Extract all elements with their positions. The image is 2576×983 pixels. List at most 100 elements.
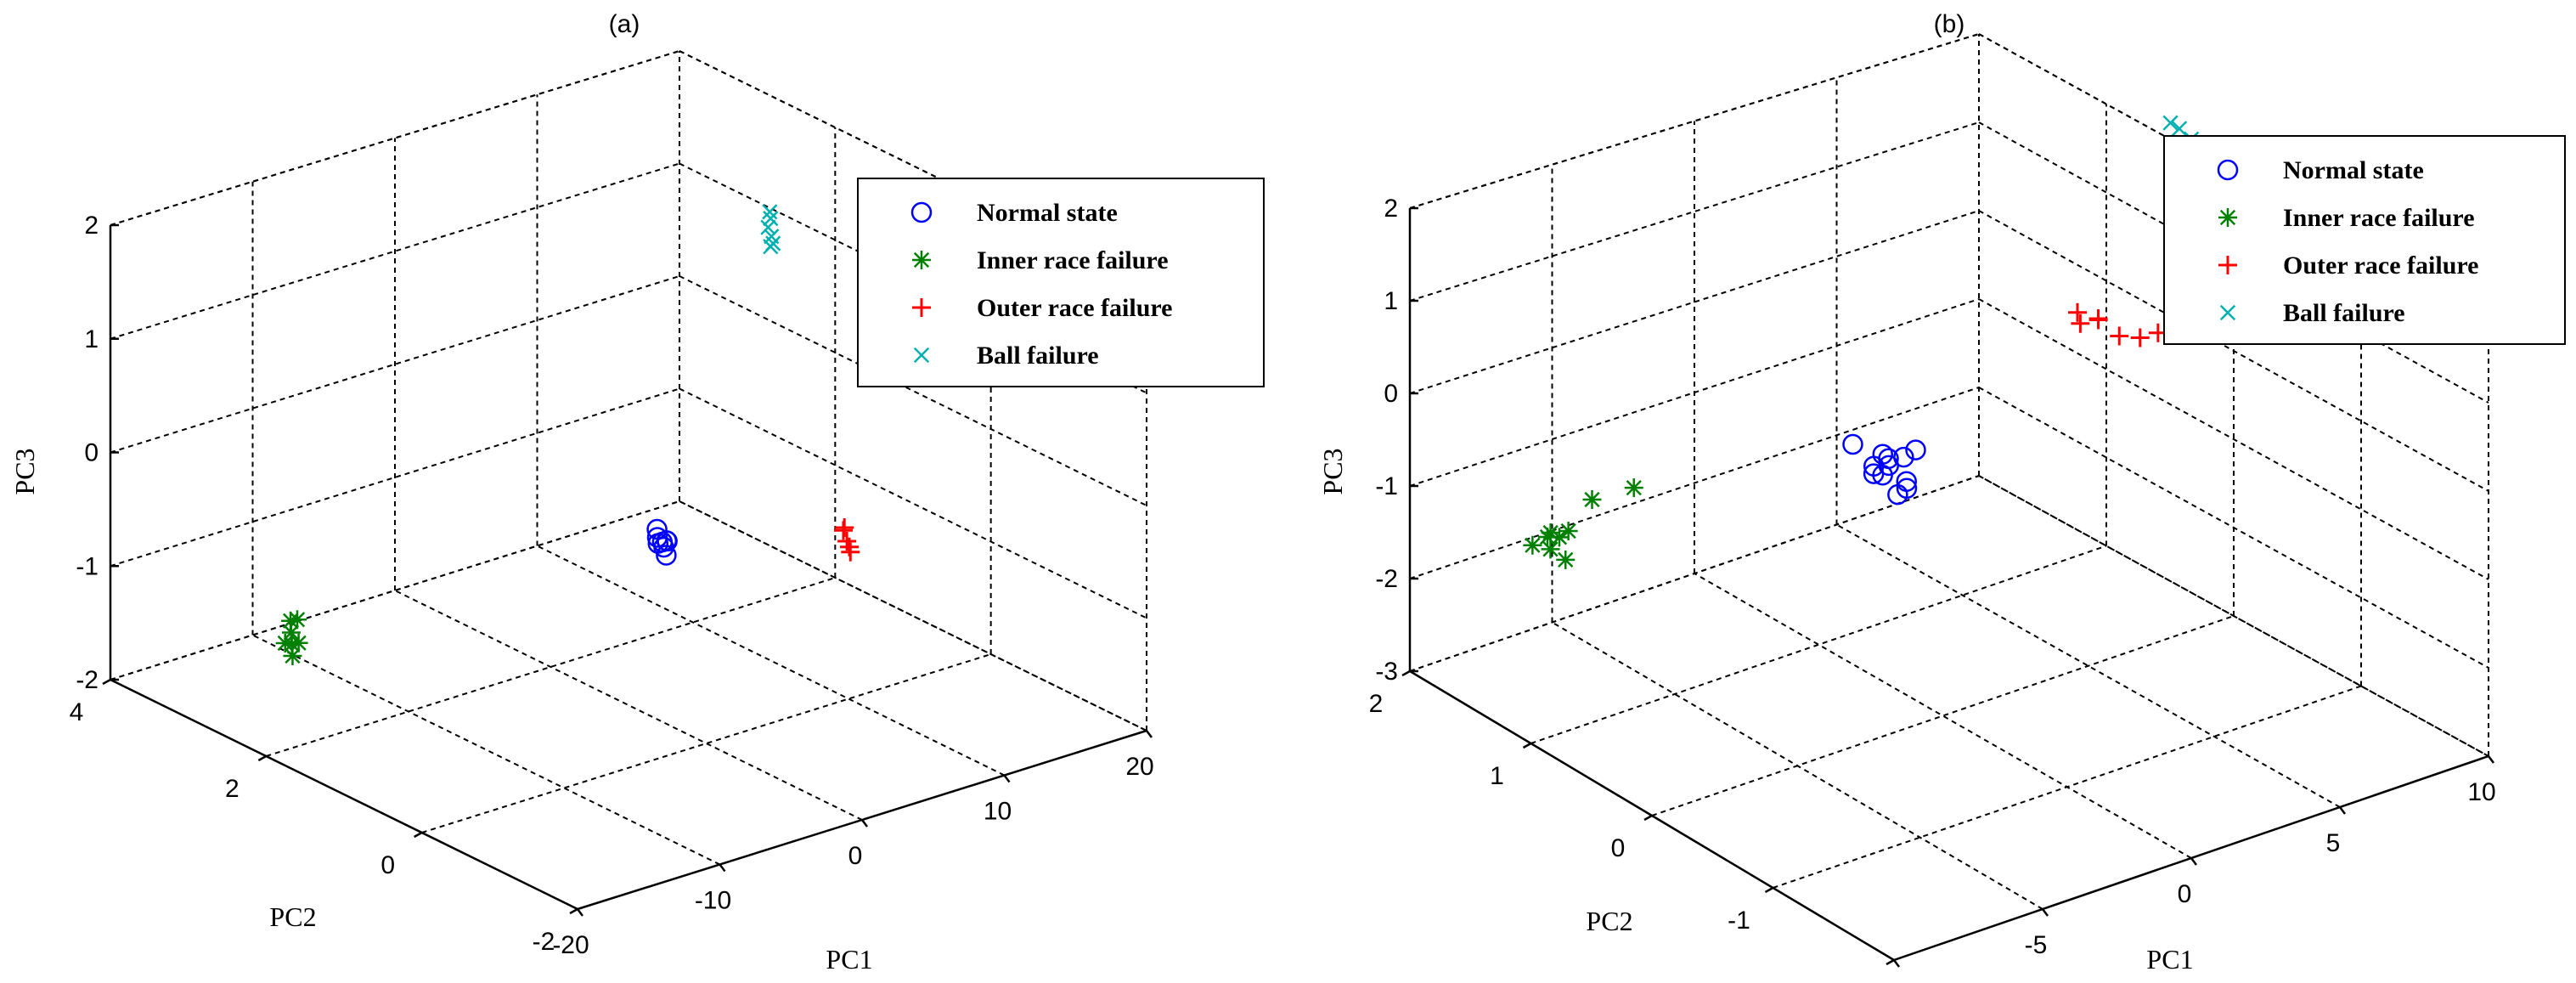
x-tick-mark — [1146, 730, 1153, 738]
data-point — [835, 517, 854, 537]
floor-grid-x — [1694, 573, 2192, 859]
data-point — [840, 537, 860, 556]
legend-marker-x-b — [913, 347, 930, 364]
back-wall-grid-z — [1409, 387, 1980, 579]
data-point — [1624, 478, 1643, 498]
legend-marker-x — [2219, 304, 2236, 321]
legend-label: Inner race failure — [977, 246, 1169, 274]
data-point-b — [2162, 115, 2179, 131]
y-tick-label: 2 — [1369, 690, 1384, 718]
series-inner-race-failure — [275, 610, 308, 665]
side-wall-grid-z — [679, 387, 1147, 619]
back-wall-grid-z — [110, 275, 680, 454]
data-point — [2071, 314, 2090, 333]
z-tick-label: 2 — [1384, 195, 1398, 223]
floor-grid-y — [1773, 685, 2362, 889]
x-tick-label: -5 — [2025, 931, 2048, 959]
data-point-b — [285, 647, 301, 664]
back-wall-grid-z — [1409, 121, 1980, 302]
data-point — [1863, 463, 1885, 484]
data-point — [764, 229, 780, 245]
data-point-b — [763, 211, 779, 227]
data-point-b — [764, 229, 780, 245]
x-tick-mark — [2339, 806, 2346, 815]
x-axis-label: PC1 — [826, 944, 872, 975]
y-tick-label: 0 — [380, 851, 395, 879]
x-tick-label: -20 — [552, 931, 589, 959]
data-point — [289, 633, 308, 653]
data-point — [2171, 121, 2188, 137]
z-tick-label: -2 — [76, 666, 99, 694]
legend-marker-asterisk — [2218, 208, 2237, 227]
x-tick-label: 0 — [848, 842, 863, 870]
side-wall-grid-z — [679, 275, 1147, 506]
data-point-b — [283, 624, 300, 641]
data-point — [1550, 528, 1569, 547]
y-tick-label: 2 — [225, 775, 240, 803]
legend-label: Ball failure — [977, 342, 1099, 370]
data-point — [647, 533, 669, 554]
x-tick-mark — [719, 863, 726, 873]
data-point — [763, 211, 779, 227]
floor-grid-x — [394, 590, 863, 821]
data-point — [1523, 535, 1542, 555]
data-point — [1893, 446, 1914, 468]
data-point — [1582, 490, 1602, 509]
legend-label: Normal state — [2283, 156, 2424, 184]
data-point-b — [1542, 524, 1559, 541]
side-wall-grid-z — [1978, 475, 2489, 757]
data-point — [1541, 523, 1560, 543]
x-tick-label: 0 — [2178, 880, 2192, 908]
data-point — [2130, 328, 2150, 347]
legend-marker-x — [913, 347, 930, 364]
x-tick-mark — [1003, 774, 1011, 783]
legend-marker-circle — [2217, 159, 2239, 181]
data-point — [1872, 465, 1893, 486]
y-tick-label: 4 — [70, 698, 84, 726]
z-tick-label: 2 — [84, 212, 99, 240]
side-wall-grid-z — [679, 500, 1147, 732]
back-wall-grid-z — [110, 387, 680, 568]
data-point-b — [1542, 541, 1559, 557]
back-wall-grid-z — [110, 162, 680, 340]
legend-label: Outer race failure — [2283, 251, 2478, 280]
data-point-b — [1560, 523, 1576, 540]
series-outer-race-failure — [833, 517, 860, 562]
floor-grid-x — [252, 634, 720, 866]
legend-marker-plus — [912, 298, 931, 317]
chart-panel-1: -10-50510-2-1012-3-2-1012(b)PC1PC2PC3Nor… — [1317, 10, 2566, 983]
x-tick-label: 10 — [984, 798, 1012, 826]
floor-grid-x — [1836, 523, 2341, 808]
x-axis-label: PC1 — [2146, 944, 2193, 975]
y-tick-mark — [1885, 958, 1895, 966]
x-tick-label: -10 — [695, 887, 731, 915]
legend-marker-asterisk-b — [2219, 209, 2236, 226]
z-tick-label: 0 — [1384, 380, 1398, 408]
legend-marker-asterisk — [912, 251, 931, 269]
data-point — [762, 204, 778, 220]
data-point-b — [760, 219, 776, 235]
y-tick-mark — [102, 678, 111, 686]
back-wall-grid-z — [1409, 298, 1980, 487]
box-edge-top-back — [1409, 33, 1980, 209]
data-point — [2162, 115, 2179, 131]
legend-marker-circle — [910, 201, 933, 223]
z-tick-label: 0 — [84, 439, 99, 467]
y-tick-mark — [569, 907, 578, 915]
y-tick-mark — [414, 831, 423, 839]
legend-label: Ball failure — [2283, 299, 2405, 327]
z-tick-label: 1 — [84, 325, 99, 353]
data-point-b — [1551, 529, 1568, 545]
data-point — [1842, 433, 1863, 455]
legend: Normal state Inner race failure Outer race… — [2163, 135, 2566, 345]
data-point-b — [1558, 551, 1574, 568]
data-point — [760, 219, 776, 235]
chart-title: (a) — [609, 10, 640, 38]
z-tick-label: -3 — [1375, 658, 1398, 686]
y-tick-label: -2 — [1849, 979, 1872, 983]
series-outer-race-failure — [2068, 302, 2167, 347]
x-tick-mark — [2488, 755, 2494, 764]
x-tick-label: 5 — [2326, 829, 2341, 857]
legend-label: Outer race failure — [977, 294, 1172, 322]
